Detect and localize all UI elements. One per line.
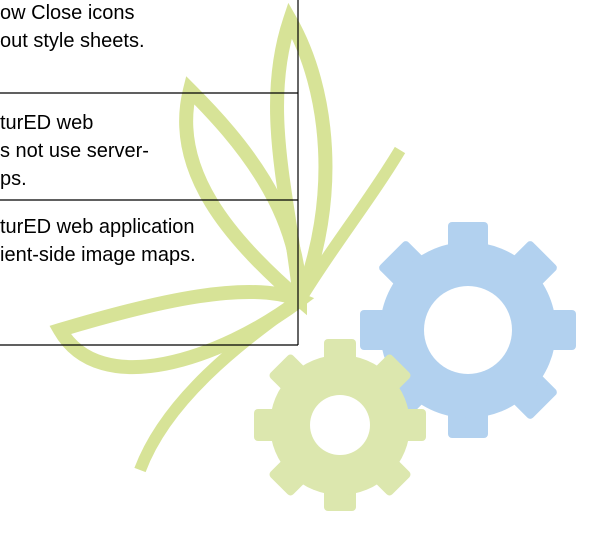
gear-hole	[424, 286, 512, 374]
cell-text: ow Close icons	[0, 2, 135, 24]
cell-text: out style sheets.	[0, 30, 145, 52]
cell-text: ient-side image maps.	[0, 244, 196, 266]
table-cells: ow Close icons out style sheets. turED web…	[0, 2, 196, 266]
stem	[134, 295, 304, 473]
cell-text: turED web	[0, 112, 93, 134]
table: ow Close icons out style sheets. turED web…	[0, 0, 299, 346]
cell-text: ps.	[0, 168, 27, 190]
stem	[294, 146, 406, 304]
cell-text: s not use server-	[0, 140, 149, 162]
gear-hole	[310, 395, 370, 455]
cell-text: turED web application	[0, 216, 195, 238]
watermark	[49, 2, 576, 511]
gear	[254, 339, 426, 511]
leaf	[49, 285, 315, 375]
leaf	[270, 2, 333, 303]
